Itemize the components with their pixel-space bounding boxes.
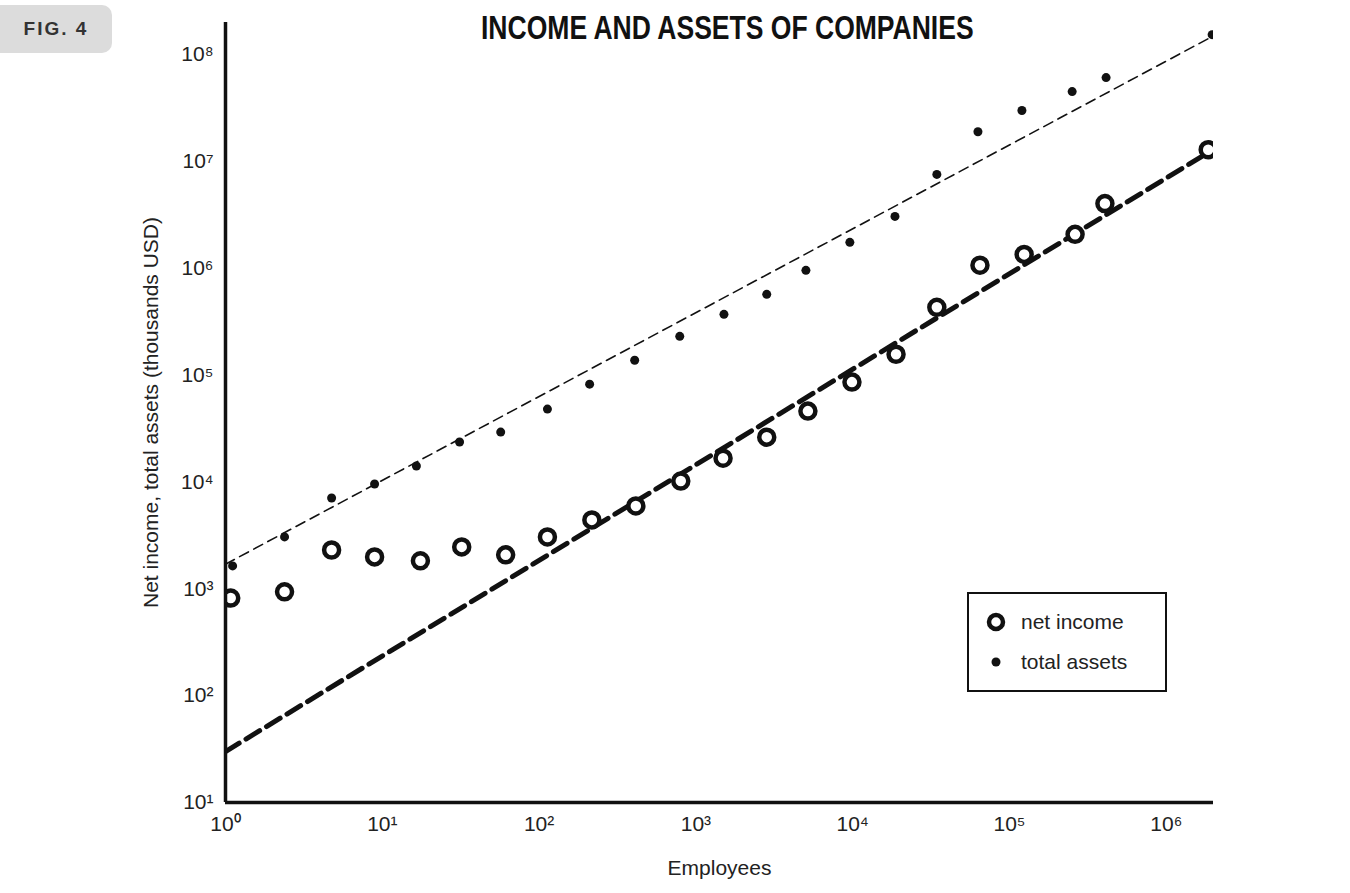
svg-text:10⁷: 10⁷	[183, 149, 214, 172]
svg-text:10⁶: 10⁶	[181, 256, 213, 279]
svg-text:10⁴: 10⁴	[837, 812, 869, 835]
svg-text:10²: 10²	[183, 683, 213, 706]
svg-text:10⁶: 10⁶	[1150, 812, 1182, 835]
svg-text:10¹: 10¹	[367, 812, 397, 835]
html-text:FIG. 4: FIG. 4	[23, 18, 89, 39]
svg-text:10⁵: 10⁵	[993, 812, 1025, 835]
html-text:net income: net income	[1021, 610, 1124, 633]
svg-text:10⁵: 10⁵	[181, 363, 213, 386]
html-text:INCOME AND ASSETS OF COMPANIES: INCOME AND ASSETS OF COMPANIES	[481, 8, 974, 46]
html-text:total assets: total assets	[1021, 650, 1128, 673]
svg-text:10¹: 10¹	[183, 790, 213, 813]
svg-text:10³: 10³	[183, 577, 213, 600]
svg-text:10⁰: 10⁰	[210, 812, 240, 835]
svg-text:Net income, total assets (thou: Net income, total assets (thousands USD)	[139, 217, 162, 608]
svg-text:10⁸: 10⁸	[181, 42, 213, 65]
svg-text:10⁴: 10⁴	[181, 470, 213, 493]
svg-text:10²: 10²	[524, 812, 554, 835]
svg-text:10³: 10³	[681, 812, 711, 835]
svg-text:Employees: Employees	[668, 856, 772, 879]
